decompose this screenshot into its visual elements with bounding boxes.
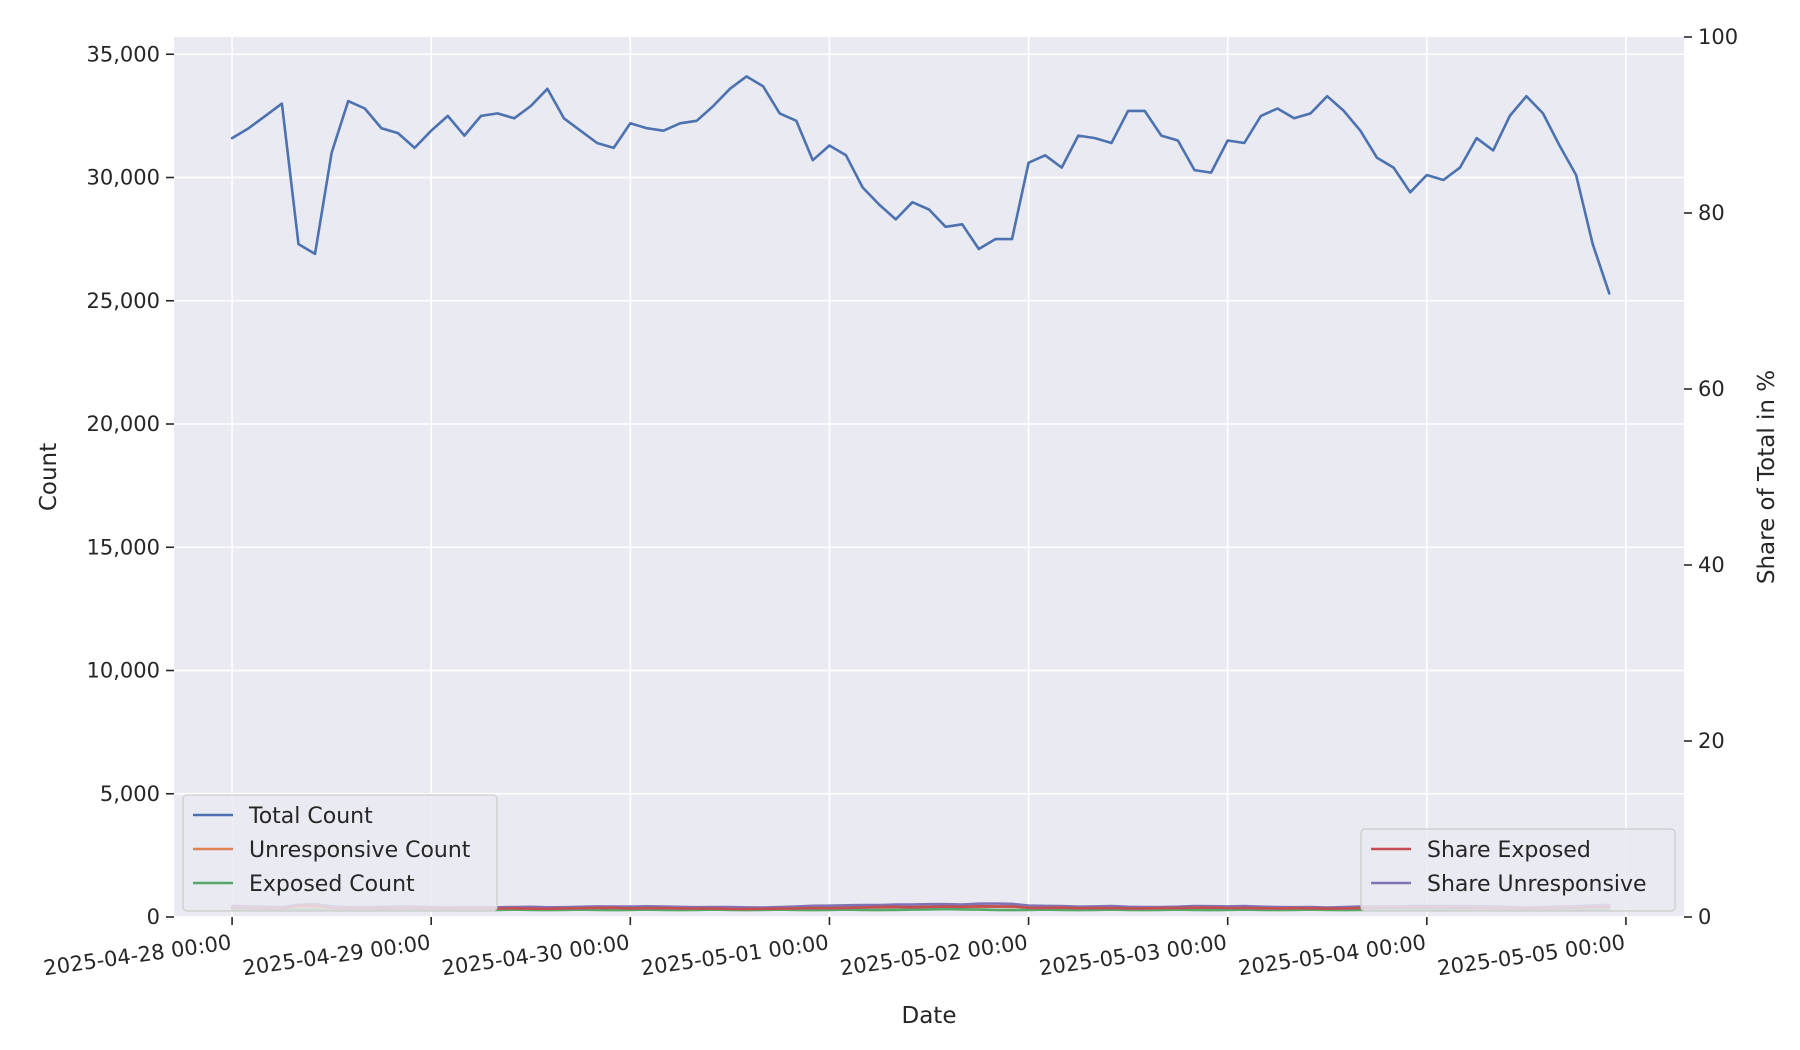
y-axis-right-title: Share of Total in %	[1754, 370, 1780, 584]
x-tick-label-6: 2025-05-04 00:00	[1237, 930, 1428, 980]
x-tick-label-2: 2025-04-30 00:00	[440, 930, 631, 980]
y-left-tick-label-4: 20,000	[87, 412, 160, 436]
legend-label-total-count: Total Count	[248, 804, 373, 829]
legend-label-exposed-count: Exposed Count	[249, 872, 415, 897]
legend-right-frame	[1360, 828, 1676, 912]
plot-area	[174, 37, 1684, 917]
x-axis: 2025-04-28 00:00 2025-04-29 00:00 2025-04-…	[42, 917, 1627, 980]
legend-label-share-exposed: Share Exposed	[1427, 838, 1591, 863]
y-right-tick-label-3: 60	[1698, 377, 1725, 401]
legend-right: Share Exposed Share Unresponsive	[1360, 828, 1676, 912]
y-left-tick-label-3: 15,000	[87, 535, 160, 559]
legend-left-frame	[182, 794, 498, 912]
x-tick-label-7: 2025-05-05 00:00	[1436, 930, 1627, 980]
legend-left: Total Count Unresponsive Count Exposed Cou…	[182, 794, 498, 912]
x-axis-title: Date	[902, 1003, 957, 1029]
y-right-tick-label-4: 80	[1698, 201, 1725, 225]
y-axis-left-title: Count	[36, 443, 62, 511]
y-left-tick-label-0: 0	[147, 905, 160, 929]
legend-label-unresponsive-count: Unresponsive Count	[249, 838, 471, 863]
y-left-tick-label-5: 25,000	[87, 289, 160, 313]
y-right-tick-label-1: 20	[1698, 729, 1725, 753]
y-axis-left: 0 5,000 10,000 15,000 20,000 25,000 30,000 35,0…	[87, 42, 174, 929]
x-tick-label-4: 2025-05-02 00:00	[839, 930, 1030, 980]
x-tick-label-0: 2025-04-28 00:00	[42, 930, 233, 980]
series-line-total-count	[230, 75, 1611, 295]
y-left-tick-label-1: 5,000	[100, 782, 160, 806]
y-right-tick-label-2: 40	[1698, 553, 1725, 577]
legend-label-share-unresponsive: Share Unresponsive	[1427, 872, 1647, 897]
y-right-tick-label-0: 0	[1698, 905, 1711, 929]
x-tick-label-1: 2025-04-29 00:00	[241, 930, 432, 980]
y-axis-right: 0 20 40 60 80 100	[1684, 25, 1738, 929]
x-tick-label-3: 2025-05-01 00:00	[639, 930, 830, 980]
y-left-tick-label-7: 35,000	[87, 42, 160, 66]
y-left-tick-label-6: 30,000	[87, 166, 160, 190]
grid	[174, 37, 1684, 918]
y-right-tick-label-5: 100	[1698, 25, 1738, 49]
x-tick-label-5: 2025-05-03 00:00	[1038, 930, 1229, 980]
y-left-tick-label-2: 10,000	[87, 659, 160, 683]
